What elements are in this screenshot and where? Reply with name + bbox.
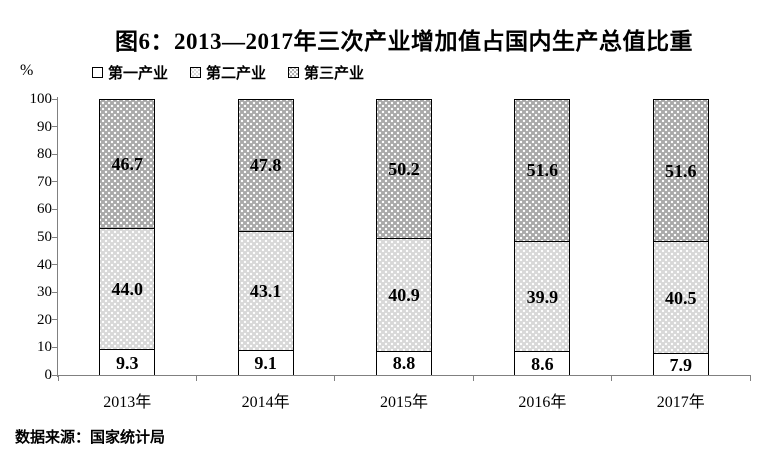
legend-label: 第一产业 — [108, 65, 169, 82]
y-axis-tick-label: 80 — [37, 146, 52, 163]
bar-segment-1: 7.9 — [652, 353, 709, 375]
x-category-label: 2017年 — [656, 394, 705, 411]
bar-segment-3: 50.2 — [376, 99, 432, 238]
y-axis-tick — [52, 236, 57, 238]
segment-value-label: 50.2 — [388, 159, 420, 180]
bar-segment-1: 8.8 — [376, 350, 432, 375]
stacked-bar: 9.1 43.1 47.8 — [237, 99, 294, 375]
segment-value-label: 44.0 — [111, 279, 143, 300]
segment-value-label: 9.1 — [254, 352, 277, 373]
y-axis-tick-label: 20 — [37, 311, 52, 328]
x-axis-tick — [334, 376, 336, 381]
bar-segment-2: 39.9 — [514, 241, 571, 352]
x-axis-tick — [57, 376, 59, 381]
bar-segment-2: 43.1 — [237, 230, 294, 350]
segment-value-label: 40.9 — [388, 284, 420, 305]
legend-item-1: 第一产业 — [92, 62, 168, 83]
legend-swatch-icon — [92, 67, 103, 78]
x-category-label: 2015年 — [379, 394, 428, 411]
x-category-label: 2014年 — [241, 394, 290, 411]
y-axis-tick — [52, 126, 57, 128]
bar-segment-1: 9.3 — [99, 349, 156, 375]
x-axis-tick — [611, 376, 613, 381]
legend-item-2: 第二产业 — [190, 62, 266, 83]
y-axis-tick — [52, 346, 57, 348]
legend-swatch-icon — [288, 67, 300, 78]
stacked-bar: 7.9 40.5 51.6 — [652, 99, 709, 375]
y-axis-tick-label: 30 — [37, 284, 52, 301]
y-axis-tick-label: 10 — [37, 339, 52, 356]
y-axis-unit-label: % — [20, 62, 34, 79]
y-axis-tick — [52, 374, 57, 376]
y-axis-line — [57, 97, 58, 377]
bar-segment-3: 51.6 — [652, 99, 709, 242]
legend-item-3: 第三产业 — [288, 62, 364, 83]
chart-title: 图6：2013—2017年三次产业增加值占国内生产总值比重 — [115, 29, 693, 54]
segment-value-label: 51.6 — [526, 160, 559, 181]
segment-value-label: 46.7 — [111, 153, 143, 174]
bar-segment-3: 51.6 — [514, 98, 571, 242]
legend: 第一产业 第二产业 第三产业 — [92, 62, 386, 83]
y-axis-tick-label: 50 — [37, 229, 52, 245]
y-axis-tick-label: 70 — [37, 173, 52, 190]
segment-value-label: 40.5 — [665, 287, 697, 308]
bar-segment-3: 47.8 — [237, 99, 294, 231]
segment-value-label: 8.6 — [531, 353, 554, 374]
y-axis-tick-label: 0 — [44, 367, 53, 383]
bar-segment-3: 46.7 — [99, 99, 156, 228]
source-note: 数据来源：国家统计局 — [15, 429, 166, 446]
y-axis-tick — [52, 291, 57, 293]
x-category-label: 2016年 — [518, 394, 567, 411]
y-axis-tick — [52, 208, 57, 210]
segment-value-label: 51.6 — [665, 160, 697, 181]
bar-segment-2: 40.9 — [376, 237, 432, 351]
x-category-label: 2013年 — [103, 394, 152, 411]
segment-value-label: 43.1 — [249, 280, 282, 301]
plot-area: 0 10 20 30 40 50 60 70 80 90 100 9.3 44.0 46.7 2013年 9.… — [30, 91, 751, 411]
y-axis-tick-label: 40 — [37, 256, 52, 273]
x-axis-tick — [472, 376, 474, 381]
bar-segment-2: 44.0 — [99, 227, 156, 350]
segment-value-label: 8.8 — [392, 353, 416, 374]
y-axis-tick-label: 90 — [37, 118, 52, 135]
y-axis-tick-label: 100 — [29, 91, 53, 107]
segment-value-label: 47.8 — [249, 155, 282, 176]
segment-value-label: 9.3 — [115, 352, 139, 373]
y-axis-tick-label: 60 — [37, 201, 52, 218]
x-axis-line — [57, 375, 751, 376]
y-axis-tick — [52, 319, 57, 321]
segment-value-label: 7.9 — [669, 354, 693, 375]
y-axis-tick — [52, 264, 57, 266]
legend-label: 第二产业 — [206, 65, 267, 82]
x-axis-tick — [749, 376, 751, 381]
y-axis-tick — [52, 181, 57, 183]
bar-segment-1: 8.6 — [514, 351, 571, 375]
segment-value-label: 39.9 — [526, 286, 559, 307]
legend-label: 第三产业 — [304, 65, 365, 82]
bar-segment-2: 40.5 — [652, 241, 709, 354]
y-axis-tick — [52, 153, 57, 155]
bar-segment-1: 9.1 — [237, 349, 294, 375]
stacked-bar: 9.3 44.0 46.7 — [99, 99, 156, 375]
legend-swatch-icon — [190, 67, 202, 78]
stacked-bar: 8.8 40.9 50.2 — [376, 99, 432, 375]
stacked-bar: 8.6 39.9 51.6 — [514, 98, 571, 375]
y-axis-tick — [52, 98, 57, 100]
x-axis-tick — [195, 376, 197, 381]
